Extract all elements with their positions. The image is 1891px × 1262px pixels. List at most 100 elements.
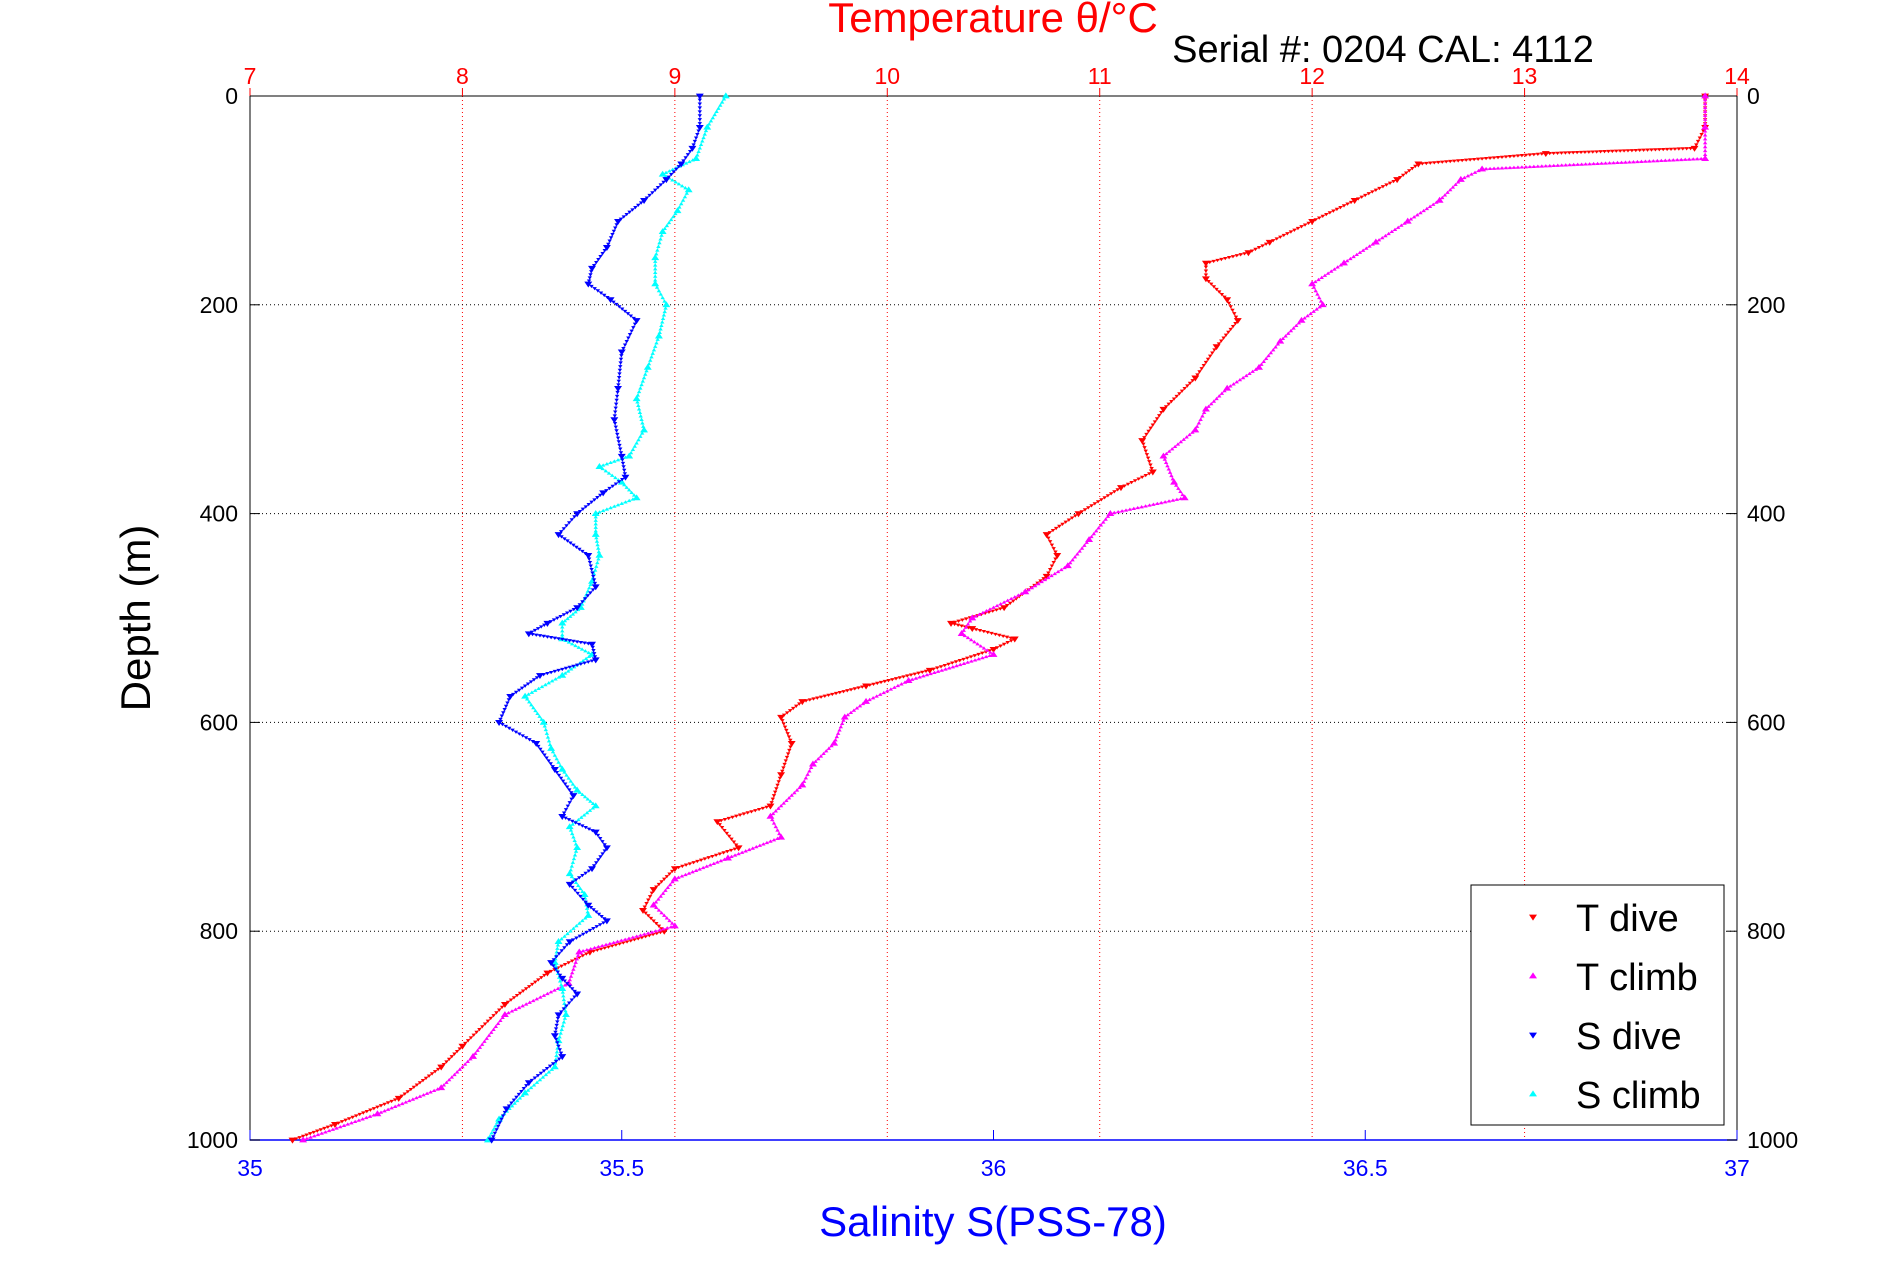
trace-marker (950, 661, 955, 665)
trace-marker (961, 657, 966, 662)
trace-marker (680, 864, 685, 869)
trace-marker (548, 961, 554, 965)
trace-marker (1302, 316, 1307, 320)
trace-marker (1079, 546, 1085, 550)
trace-marker (997, 633, 1002, 638)
trace-marker (1427, 204, 1433, 208)
trace-marker (1404, 171, 1409, 175)
trace-marker (1049, 543, 1055, 547)
trace-marker (611, 300, 616, 304)
trace-marker (520, 1093, 525, 1097)
trace-marker (1586, 150, 1592, 154)
trace-marker (367, 1114, 373, 1118)
trace-marker (969, 659, 974, 663)
trace-marker (835, 731, 841, 735)
trace-marker (1009, 639, 1014, 643)
trace-marker (778, 773, 784, 777)
trace-marker (586, 827, 592, 831)
trace-marker (697, 146, 703, 150)
trace-marker (600, 840, 605, 844)
trace-marker (637, 410, 643, 414)
trace-marker (1314, 307, 1319, 311)
trace-marker (513, 1007, 518, 1011)
trace-marker (1702, 125, 1708, 129)
trace-marker (1171, 397, 1177, 401)
trace-marker (596, 944, 601, 949)
trace-marker (837, 728, 842, 732)
trace-marker (591, 574, 596, 579)
trace-marker (615, 458, 621, 462)
trace-marker (660, 891, 666, 895)
trace-marker (750, 846, 755, 850)
trace-marker (614, 394, 620, 399)
trace-marker (571, 967, 576, 971)
trace-marker (521, 1087, 527, 1091)
trace-marker (1221, 336, 1226, 340)
trace-marker (1004, 604, 1010, 608)
trace-marker (714, 109, 719, 113)
trace-marker (572, 515, 577, 519)
trace-marker (1203, 360, 1209, 365)
trace-marker (618, 361, 623, 365)
trace-marker (604, 489, 609, 493)
trace-marker (535, 627, 541, 631)
trace-marker (948, 621, 954, 626)
trace-marker (785, 732, 790, 736)
trace-marker (407, 1098, 412, 1103)
trace-marker (569, 797, 574, 801)
trace-marker (517, 732, 522, 736)
trace-marker (1280, 336, 1286, 341)
trace-marker (1325, 271, 1331, 275)
trace-marker (775, 836, 780, 840)
trace-marker (1389, 229, 1395, 234)
trace-marker (956, 619, 961, 623)
trace-marker (669, 172, 674, 177)
trace-marker (308, 1135, 313, 1139)
trace-marker (703, 128, 709, 133)
trace-marker (1341, 204, 1347, 208)
trace-marker (568, 667, 574, 671)
trace-marker (1156, 414, 1162, 418)
trace-marker (609, 473, 615, 477)
trace-marker (1458, 177, 1464, 181)
trace-marker (526, 692, 531, 696)
trace-marker (1380, 185, 1386, 189)
trace-marker (1507, 165, 1513, 170)
trace-marker (489, 1131, 494, 1135)
trace-marker (504, 1107, 509, 1111)
trace-marker (647, 895, 653, 899)
trace-marker (509, 1104, 515, 1108)
trace-marker (619, 454, 624, 459)
trace-marker (741, 812, 747, 816)
trace-marker (784, 728, 789, 733)
temperature-tick-label: 13 (1512, 63, 1538, 89)
trace-marker (428, 1090, 433, 1094)
trace-marker (561, 1007, 567, 1011)
trace-marker (553, 1037, 559, 1042)
trace-marker (1702, 133, 1708, 137)
trace-marker (1143, 449, 1148, 453)
trace-marker (1105, 514, 1111, 518)
trace-marker (561, 527, 567, 531)
trace-marker (1633, 148, 1639, 153)
trace-marker (641, 199, 647, 203)
trace-marker (607, 486, 612, 491)
trace-marker (729, 837, 734, 841)
trace-marker (586, 660, 591, 664)
trace-marker (1166, 467, 1171, 471)
trace-marker (1702, 117, 1708, 121)
trace-marker (1440, 160, 1445, 164)
trace-marker (565, 982, 570, 986)
trace-marker (643, 935, 648, 939)
trace-marker (1214, 396, 1219, 401)
trace-marker (630, 447, 636, 451)
trace-marker (571, 543, 576, 547)
trace-marker (723, 94, 729, 98)
trace-marker (600, 943, 605, 948)
trace-marker (1214, 345, 1219, 349)
trace-marker (1049, 564, 1055, 568)
trace-marker (608, 236, 614, 240)
trace-marker (1203, 273, 1209, 277)
trace-marker (771, 794, 777, 798)
trace-marker (961, 661, 967, 665)
